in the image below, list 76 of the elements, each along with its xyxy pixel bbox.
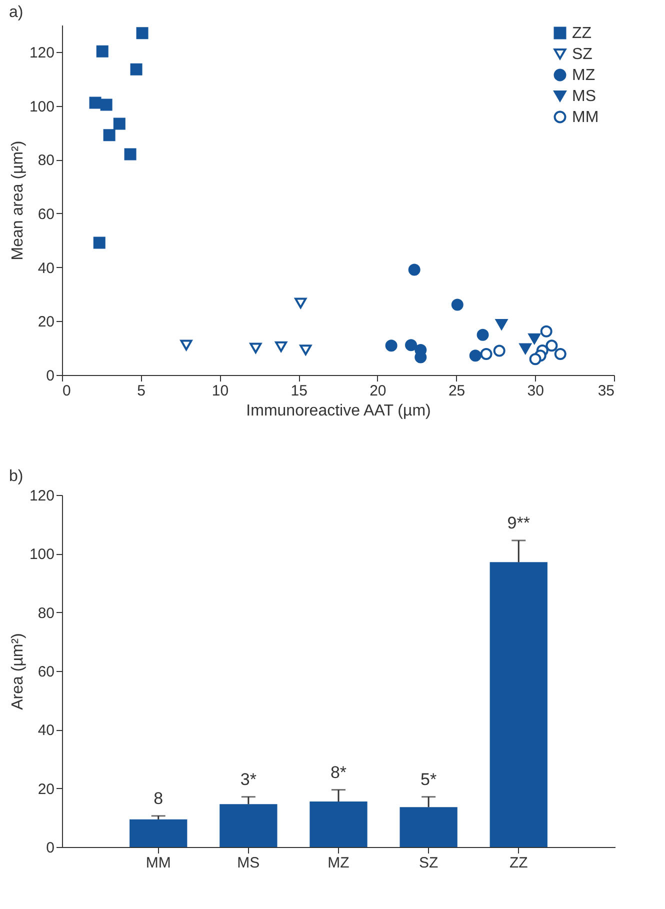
point	[496, 319, 508, 330]
y-tick-label: 0	[46, 840, 54, 856]
point	[250, 342, 262, 354]
chart-title: a)	[8, 4, 24, 22]
x-tick-label: ZZ	[509, 854, 528, 872]
bar	[400, 807, 458, 847]
annotation: 8	[154, 788, 164, 808]
point	[528, 333, 540, 344]
legend-label: SZ	[572, 46, 593, 63]
point	[89, 96, 102, 109]
y-tick-label: 100	[29, 98, 54, 116]
annotation: 9**	[507, 513, 530, 532]
annotation: 3*	[240, 770, 257, 789]
point	[469, 350, 482, 362]
x-tick-label: 10	[212, 382, 229, 400]
point	[100, 98, 112, 111]
x-axis-title: Immunoreactive AAT (µm)	[246, 402, 431, 420]
point	[554, 348, 566, 360]
bar	[490, 562, 548, 847]
y-tick-label: 40	[38, 722, 54, 740]
y-tick-label: 20	[38, 780, 54, 798]
point	[180, 340, 192, 350]
x-tick-label: 15	[290, 382, 308, 400]
x-tick-label: 0	[62, 382, 71, 400]
y-tick-label: 60	[38, 206, 54, 223]
y-tick-label: 80	[38, 152, 54, 170]
x-tick-label: MZ	[328, 854, 350, 872]
legend-label: MZ	[572, 67, 596, 84]
y-axis-title: Area (µm²)	[9, 633, 26, 710]
point	[300, 344, 312, 356]
legend-label: MM	[572, 109, 599, 126]
annotation: 5*	[420, 770, 437, 789]
x-tick-label: 20	[370, 382, 386, 400]
x-tick-label: 30	[527, 382, 544, 400]
point	[476, 328, 489, 341]
bar	[220, 804, 278, 847]
y-tick-label: 100	[29, 546, 54, 564]
point	[451, 298, 464, 311]
point	[103, 129, 116, 142]
point	[124, 148, 136, 160]
x-tick-label: 25	[448, 382, 466, 400]
x-tick-label: 5	[137, 382, 146, 400]
legend-label: MS	[572, 88, 596, 105]
y-tick-label: 120	[29, 44, 54, 62]
point	[275, 341, 288, 352]
point	[136, 27, 148, 40]
bar	[130, 819, 188, 847]
point	[405, 339, 418, 352]
annotation: 8*	[330, 762, 347, 782]
y-axis-title: Mean area (µm²)	[9, 140, 26, 260]
point	[529, 353, 542, 366]
point	[546, 340, 558, 352]
point	[408, 264, 420, 276]
y-tick-label: 120	[29, 488, 54, 504]
y-tick-label: 60	[38, 664, 54, 680]
point	[540, 325, 552, 338]
point	[93, 236, 106, 249]
point	[480, 348, 492, 360]
x-tick-label: MS	[237, 854, 260, 872]
point	[130, 63, 142, 76]
point	[96, 45, 108, 58]
bar	[310, 802, 368, 847]
point	[113, 118, 126, 130]
y-tick-label: 0	[46, 368, 54, 384]
x-tick-label: MM	[146, 854, 171, 872]
x-tick-label: 35	[598, 382, 614, 400]
y-tick-label: 80	[38, 604, 54, 622]
x-tick-label: SZ	[418, 854, 438, 872]
y-tick-label: 20	[38, 314, 54, 331]
point	[385, 340, 398, 352]
point	[519, 343, 532, 354]
y-tick-label: 40	[38, 260, 54, 277]
chart-title: b)	[8, 468, 24, 485]
point	[493, 344, 506, 357]
legend-label: ZZ	[572, 25, 592, 42]
point	[294, 298, 307, 308]
